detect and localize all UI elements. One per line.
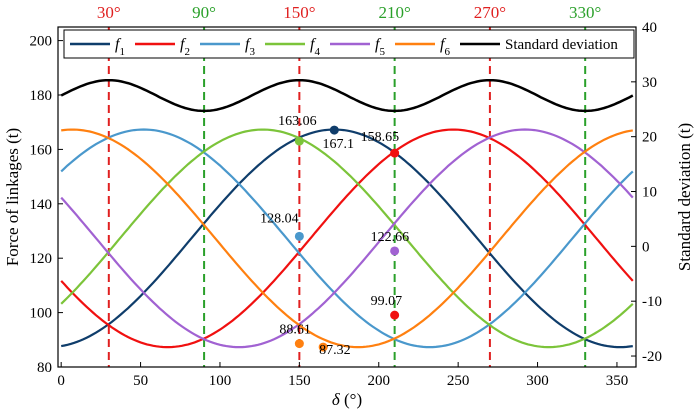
angle-label-210: 210° [378, 3, 410, 22]
x-axis-label: δ (°) [332, 390, 362, 409]
x-tick-label-300: 300 [526, 373, 549, 389]
y2-tick-label--20: -20 [642, 349, 662, 365]
annotation-122.66: 122.66 [371, 230, 410, 245]
marker-88.61 [294, 339, 304, 349]
y-tick-label-180: 180 [30, 88, 53, 104]
plot-frame [57, 26, 637, 368]
legend-label-f1: f1 [115, 36, 125, 58]
angle-label-30: 30° [97, 3, 121, 22]
legend-label-f5: f5 [375, 36, 385, 58]
x-tick-label-200: 200 [368, 373, 391, 389]
legend-label-f6: f6 [440, 36, 450, 58]
y-tick-label-120: 120 [30, 251, 53, 267]
annotation-158.65: 158.65 [361, 130, 400, 145]
y-tick-label-140: 140 [30, 197, 53, 213]
series-line-f4 [60, 128, 634, 349]
x-tick-label-250: 250 [447, 373, 470, 389]
y2-tick-label-40: 40 [642, 20, 657, 36]
marker-122.66 [390, 246, 400, 256]
series-line-f6 [61, 128, 633, 349]
marker-87.32 [318, 342, 328, 352]
marker-163.06 [294, 136, 304, 146]
annotation-87.32: 87.32 [319, 343, 351, 358]
y2-axis-label: Standard deviation (t) [675, 123, 694, 271]
series-line-f5 [60, 128, 634, 349]
y-axis-label: Force of linkages (t) [3, 128, 22, 266]
x-tick-label-150: 150 [288, 373, 311, 389]
series-line-f2 [60, 128, 634, 349]
legend-label-f3: f3 [245, 36, 255, 58]
angle-label-150: 150° [283, 3, 315, 22]
y2-tick-label-20: 20 [642, 130, 657, 146]
y2-tick-label-0: 0 [642, 239, 650, 255]
series-line-f3 [60, 128, 634, 349]
annotation-167.1: 167.1 [323, 137, 355, 152]
annotation-88.61: 88.61 [279, 323, 311, 338]
y-tick-label-100: 100 [30, 306, 53, 322]
legend-label-f2: f2 [180, 36, 190, 58]
x-tick-label-100: 100 [209, 373, 232, 389]
y-tick-label-160: 160 [30, 142, 53, 158]
legend-label-standard-deviation: Standard deviation [505, 37, 618, 53]
marker-158.65 [390, 148, 400, 158]
y-tick-label-200: 200 [30, 34, 53, 50]
y-tick-label-80: 80 [37, 360, 52, 376]
x-tick-label-50: 50 [133, 373, 148, 389]
y2-tick-label--10: -10 [642, 294, 662, 310]
y2-tick-label-10: 10 [642, 185, 657, 201]
series-line-f1 [60, 128, 633, 349]
series-line-standard-deviation [60, 78, 634, 113]
angle-label-90: 90° [192, 3, 216, 22]
legend-label-f4: f4 [310, 36, 320, 58]
angle-label-270: 270° [474, 3, 506, 22]
x-tick-label-0: 0 [57, 373, 65, 389]
annotation-99.07: 99.07 [371, 294, 403, 309]
marker-167.1 [329, 125, 339, 135]
angle-label-330: 330° [569, 3, 601, 22]
annotation-128.04: 128.04 [260, 211, 299, 226]
marker-128.04 [294, 231, 304, 241]
annotation-163.06: 163.06 [278, 114, 317, 129]
y2-tick-label-30: 30 [642, 75, 657, 91]
x-tick-label-350: 350 [606, 373, 629, 389]
marker-99.07 [390, 310, 400, 320]
